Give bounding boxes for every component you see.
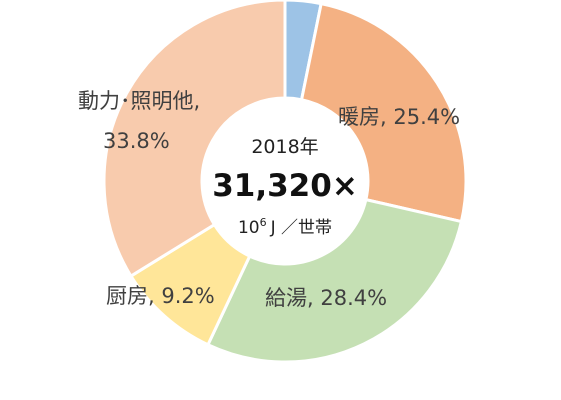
center-unit: 106 J ／世帯 (238, 216, 332, 238)
center-total: 31,320× (212, 168, 358, 204)
label-power-lighting: 動力･照明他, (78, 89, 200, 113)
label-heating: 暖房, 25.4% (338, 105, 460, 129)
donut-slices (102, 0, 468, 364)
donut-slice-4 (102, 0, 287, 279)
center-year: 2018年 (251, 136, 318, 158)
donut-slice-1 (299, 1, 468, 224)
unit-base: 10 (238, 218, 260, 238)
unit-exponent: 6 (260, 216, 267, 229)
unit-rest: J ／世帯 (270, 218, 332, 238)
donut-slice-2 (205, 197, 464, 364)
label-hot-water: 給湯, 28.4% (265, 286, 387, 310)
label-kitchen: 厨房, 9.2% (106, 284, 215, 308)
label-power-lighting-pct: 33.8% (103, 129, 170, 153)
